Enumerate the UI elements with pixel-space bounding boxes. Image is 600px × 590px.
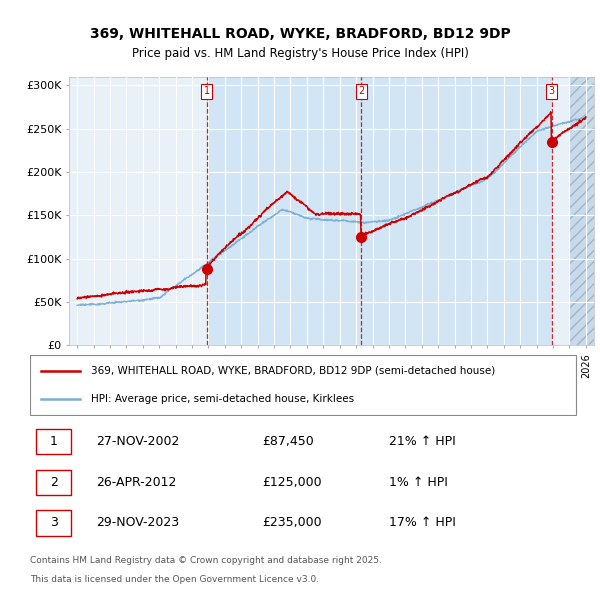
Text: £235,000: £235,000 [262, 516, 322, 529]
FancyBboxPatch shape [35, 429, 71, 454]
Text: 2: 2 [50, 476, 58, 489]
FancyBboxPatch shape [35, 470, 71, 495]
Text: 3: 3 [50, 516, 58, 529]
Text: 26-APR-2012: 26-APR-2012 [96, 476, 176, 489]
FancyBboxPatch shape [30, 355, 577, 415]
Text: £87,450: £87,450 [262, 435, 314, 448]
Text: HPI: Average price, semi-detached house, Kirklees: HPI: Average price, semi-detached house,… [91, 394, 354, 404]
Text: 369, WHITEHALL ROAD, WYKE, BRADFORD, BD12 9DP (semi-detached house): 369, WHITEHALL ROAD, WYKE, BRADFORD, BD1… [91, 366, 495, 376]
Bar [569, 77, 594, 345]
Text: 1: 1 [204, 87, 210, 96]
Text: Contains HM Land Registry data © Crown copyright and database right 2025.: Contains HM Land Registry data © Crown c… [30, 556, 382, 565]
Text: 1% ↑ HPI: 1% ↑ HPI [389, 476, 448, 489]
Text: 27-NOV-2002: 27-NOV-2002 [96, 435, 179, 448]
Bar [207, 77, 551, 345]
Text: 369, WHITEHALL ROAD, WYKE, BRADFORD, BD12 9DP: 369, WHITEHALL ROAD, WYKE, BRADFORD, BD1… [89, 27, 511, 41]
Text: This data is licensed under the Open Government Licence v3.0.: This data is licensed under the Open Gov… [30, 575, 319, 584]
Text: Price paid vs. HM Land Registry's House Price Index (HPI): Price paid vs. HM Land Registry's House … [131, 47, 469, 60]
Text: £125,000: £125,000 [262, 476, 322, 489]
Text: 1: 1 [50, 435, 58, 448]
Text: 29-NOV-2023: 29-NOV-2023 [96, 516, 179, 529]
Text: 21% ↑ HPI: 21% ↑ HPI [389, 435, 455, 448]
Text: 3: 3 [548, 87, 554, 96]
Text: 2: 2 [358, 87, 364, 96]
Text: 17% ↑ HPI: 17% ↑ HPI [389, 516, 455, 529]
FancyBboxPatch shape [35, 510, 71, 536]
